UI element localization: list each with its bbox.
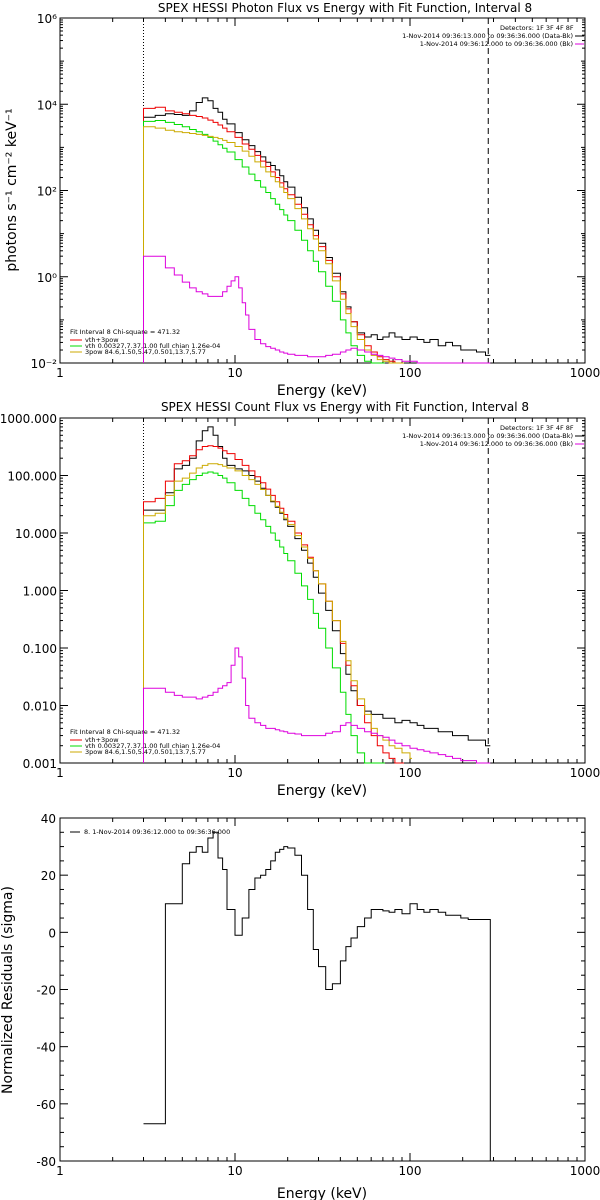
y-tick-label: 0.001 (23, 757, 57, 771)
series-line-2 (143, 471, 385, 764)
series-line-2 (143, 120, 385, 364)
photon-legend-bk: 1-Nov-2014 09:36:12.000 to 09:36:36.000 … (420, 40, 573, 48)
series-line-4 (143, 255, 491, 364)
y-tick-label: -40 (36, 1041, 56, 1055)
photon-legend-detectors: Detectors: 1F 3F 4F 8F (500, 24, 574, 32)
y-tick-label: -20 (36, 984, 56, 998)
y-tick-label: 10.000 (15, 527, 57, 541)
y-tick-label: 20 (41, 869, 56, 883)
y-tick-label: 10⁻² (31, 357, 58, 371)
y-tick-label: 10² (37, 185, 57, 199)
y-tick-label: 0.100 (23, 642, 57, 656)
residuals-legend: 8. 1-Nov-2014 09:36:12.000 to 09:36:36.0… (84, 828, 230, 836)
x-tick-label: 100 (399, 366, 422, 380)
series-line-1 (143, 106, 404, 364)
x-tick-label: 10 (227, 366, 242, 380)
y-tick-label: 10⁶ (37, 12, 57, 26)
residuals-plot-frame (59, 817, 586, 1162)
y-tick-label: 100.000 (7, 470, 57, 484)
residuals-plot-area: 1 10 100 1000 -80 -60 -40 -20 0 20 40 (36, 812, 600, 1178)
y-tick-label: 10⁰ (37, 271, 57, 285)
photon-panel-title: SPEX HESSI Photon Flux vs Energy with Fi… (158, 1, 532, 15)
photon-fit-vth: vth 0.00327,7.37,1.00 full chian 1.26e-0… (85, 342, 220, 350)
series-line-1 (143, 445, 404, 764)
count-legend-data-bk: 1-Nov-2014 09:36:13.000 to 09:36:36.000 … (402, 432, 573, 440)
photon-x-axis-label: Energy (keV) (277, 383, 367, 399)
photon-fit-total: vth+3pow (85, 336, 119, 344)
count-fit-3pow: 3pow 84.6,1.50,5.47,0.501,13.7,5.77 (85, 748, 206, 756)
x-tick-label: 1000 (570, 766, 600, 780)
y-tick-label: -60 (36, 1098, 56, 1112)
count-plot-area: 1 10 100 1000 0.001 0.010 0.100 1.000 10.000 100.… (0, 412, 600, 780)
photon-y-axis-label: photons s⁻¹ cm⁻² keV⁻¹ (4, 108, 20, 271)
count-panel-title: SPEX HESSI Count Flux vs Energy with Fit… (161, 400, 529, 414)
count-flux-panel: SPEX HESSI Count Flux vs Energy with Fit… (0, 400, 600, 799)
series-line-3 (143, 126, 404, 364)
x-tick-label: 1 (56, 366, 64, 380)
series-line-0 (143, 97, 491, 363)
photon-legend-data-bk: 1-Nov-2014 09:36:13.000 to 09:36:36.000 … (402, 32, 573, 40)
y-tick-label: 1000.000 (0, 412, 57, 426)
series-line-0 (143, 426, 491, 763)
x-tick-label: 100 (399, 1164, 422, 1178)
series-line-3 (143, 463, 412, 763)
count-plot-frame (59, 417, 586, 764)
y-tick-label: 0.010 (23, 700, 57, 714)
x-tick-label: 1000 (570, 366, 600, 380)
x-tick-label: 100 (399, 766, 422, 780)
x-tick-label: 1 (56, 1164, 64, 1178)
series-line-0 (143, 831, 491, 1161)
count-fit-vth: vth 0.00327,7.37,1.00 full chian 1.26e-0… (85, 742, 220, 750)
y-tick-label: 10⁴ (37, 98, 57, 112)
y-tick-label: -80 (36, 1155, 56, 1169)
residuals-x-axis-label: Energy (keV) (277, 1186, 367, 1200)
photon-fit-3pow: 3pow 84.6,1.50,5.47,0.501,13.7,5.77 (85, 348, 206, 356)
count-legend-detectors: Detectors: 1F 3F 4F 8F (500, 424, 574, 432)
series-line-4 (143, 647, 491, 764)
photon-flux-panel: SPEX HESSI Photon Flux vs Energy with Fi… (4, 1, 600, 399)
count-x-axis-label: Energy (keV) (277, 783, 367, 799)
x-tick-label: 1 (56, 766, 64, 780)
residuals-y-axis-label: Normalized Residuals (sigma) (0, 886, 16, 1094)
residuals-panel: 1 10 100 1000 -80 -60 -40 -20 0 20 40 Energy (keV)… (0, 812, 600, 1200)
y-tick-label: 40 (41, 812, 56, 826)
count-fit-info: Fit Interval 8 Chi-square = 471.32 (70, 728, 180, 736)
count-fit-total: vth+3pow (85, 736, 119, 744)
photon-plot-area: 1 10 100 1000 10⁻² 10⁰ 10² 10⁴ 10⁶ (31, 12, 600, 380)
count-legend-bk: 1-Nov-2014 09:36:12.000 to 09:36:36.000 … (420, 440, 573, 448)
x-tick-label: 10 (227, 766, 242, 780)
y-tick-label: 1.000 (23, 585, 57, 599)
photon-plot-frame (59, 17, 586, 364)
y-tick-label: 0 (48, 926, 56, 940)
x-tick-label: 1000 (570, 1164, 600, 1178)
photon-fit-info: Fit Interval 8 Chi-square = 471.32 (70, 328, 180, 336)
x-tick-label: 10 (227, 1164, 242, 1178)
